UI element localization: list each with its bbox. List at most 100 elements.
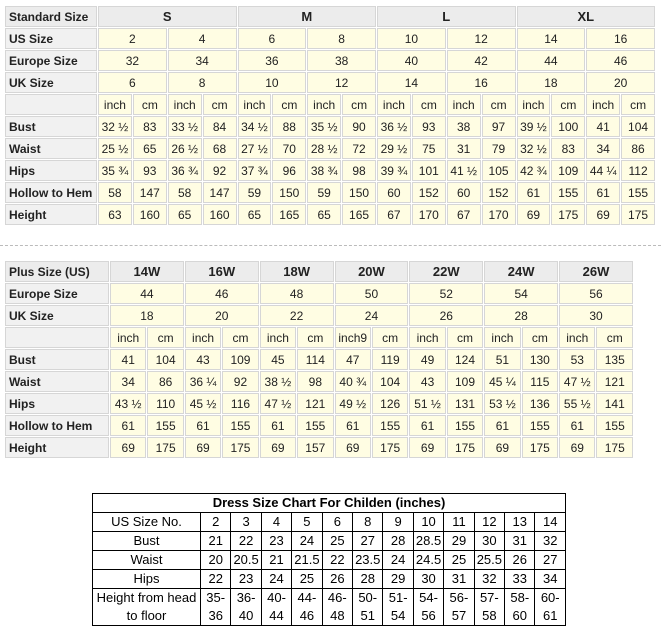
cell: 27 [352,531,384,551]
cell: inch [184,327,222,348]
row-label: Europe Size [5,50,97,71]
standard-size-table: Standard Size S M L XL US Size 2 4 6 8 10 12 14 16 Eur… [4,5,656,226]
cell: 22 [199,569,232,589]
table-row: Waist 25 ½ 65 26 ½ 68 27 ½ 70 28 ½ 72 29 ½ 75 31 79 3… [5,138,655,159]
cell: 23 [230,569,262,589]
cell: 69 [409,437,446,458]
cell: 57-58 [473,588,506,626]
cell: cm [202,94,237,115]
cell: 44-46 [291,588,323,626]
cell: 18 [110,305,184,326]
cell: 63 [98,204,132,225]
cell: 26 [321,569,354,589]
cell: 175 [371,437,409,458]
cell: 60 [377,182,411,203]
cell: 175 [551,204,586,225]
cell: 47 ½ [559,371,596,392]
cell: 20.5 [230,550,262,570]
cell: 41 [586,116,621,137]
cell: 38 [446,116,481,137]
cell: cm [371,327,409,348]
cell: 93 [411,116,446,137]
cell: 6 [98,72,167,93]
table-row: Bust 32 ½ 83 33 ½ 84 34 ½ 88 35 ½ 90 36 ½ 93 38 97 39… [5,116,655,137]
cell: 86 [147,371,184,392]
cell: 34 [534,569,566,589]
table-row: Height from head to floor 35-36 36-40 40-44… [92,588,566,626]
cell: 101 [411,160,446,181]
table-row: Europe Size 44 46 48 50 52 54 56 [5,283,633,304]
cell: 58-60 [504,588,536,626]
row-label: Bust [5,116,97,137]
cell: 32 ½ [98,116,132,137]
cell: 18W [259,261,334,282]
cell: 6 [237,28,307,49]
cell: 155 [147,415,184,436]
table-row: Waist 20 20.5 21 21.5 22 23.5 24 24.5 25 25.5 26 27 [92,550,566,570]
cell: 96 [272,160,307,181]
cell: 24 [382,550,414,570]
table-row: Europe Size 32 34 36 38 40 42 44 46 [5,50,655,71]
cell: 160 [132,204,167,225]
cell: 31 [443,569,475,589]
cell: 34 [167,50,237,71]
cell: 23.5 [352,550,384,570]
cell: 70 [272,138,307,159]
cell: 92 [222,371,259,392]
cell: cm [446,327,484,348]
row-label: Hollow to Hem [5,415,109,436]
cell: 61 [484,415,521,436]
cell: 8 [352,512,384,532]
cell: 2 [199,512,232,532]
cell: 79 [481,138,516,159]
cell: 3 [230,512,262,532]
row-label: Height from head to floor [92,588,201,626]
plus-size-table: Plus Size (US) 14W 16W 18W 20W 22W 24W 26W Europ… [4,260,634,459]
table-row: Height 63 160 65 160 65 165 65 165 67 170 67 170 69 17… [5,204,655,225]
cell: inch9 [334,327,371,348]
cell: 175 [521,437,559,458]
cell: 83 [132,116,167,137]
row-label: Europe Size [5,283,109,304]
cell: 114 [297,349,334,370]
cell: 21 [260,550,293,570]
cell: 53 [559,349,596,370]
cell: 10 [412,512,445,532]
cell: 155 [521,415,559,436]
cell: 12 [473,512,506,532]
cell: 59 [237,182,272,203]
cell: 34 [586,138,621,159]
cell: 12 [446,28,516,49]
cell: inch [516,94,551,115]
cell: 14 [377,72,446,93]
cell: 54 [484,283,559,304]
cell: 25 [443,550,475,570]
cell: 175 [222,437,259,458]
row-label: Height [5,437,109,458]
cell: 49 ½ [334,393,371,414]
cell: 43 [409,371,446,392]
cell: cm [596,327,633,348]
cell: 69 [516,204,551,225]
cell: 150 [272,182,307,203]
cell: 38 ¾ [307,160,342,181]
cell: 175 [147,437,184,458]
cell: 6 [321,512,354,532]
cell: 155 [621,182,655,203]
cell: 28 ½ [307,138,342,159]
cell: inch [98,94,132,115]
cell: 14 [534,512,566,532]
cell: 22W [409,261,484,282]
cell: 36 ¼ [184,371,222,392]
cell: 24.5 [412,550,445,570]
cell: 4 [260,512,293,532]
cell: 54-56 [412,588,445,626]
table-row: Standard Size S M L XL [5,6,655,27]
cell: cm [411,94,446,115]
cell: 92 [202,160,237,181]
cell: 69 [484,437,521,458]
cell: 59 [307,182,342,203]
cell: 47 ½ [259,393,297,414]
cell: 152 [411,182,446,203]
